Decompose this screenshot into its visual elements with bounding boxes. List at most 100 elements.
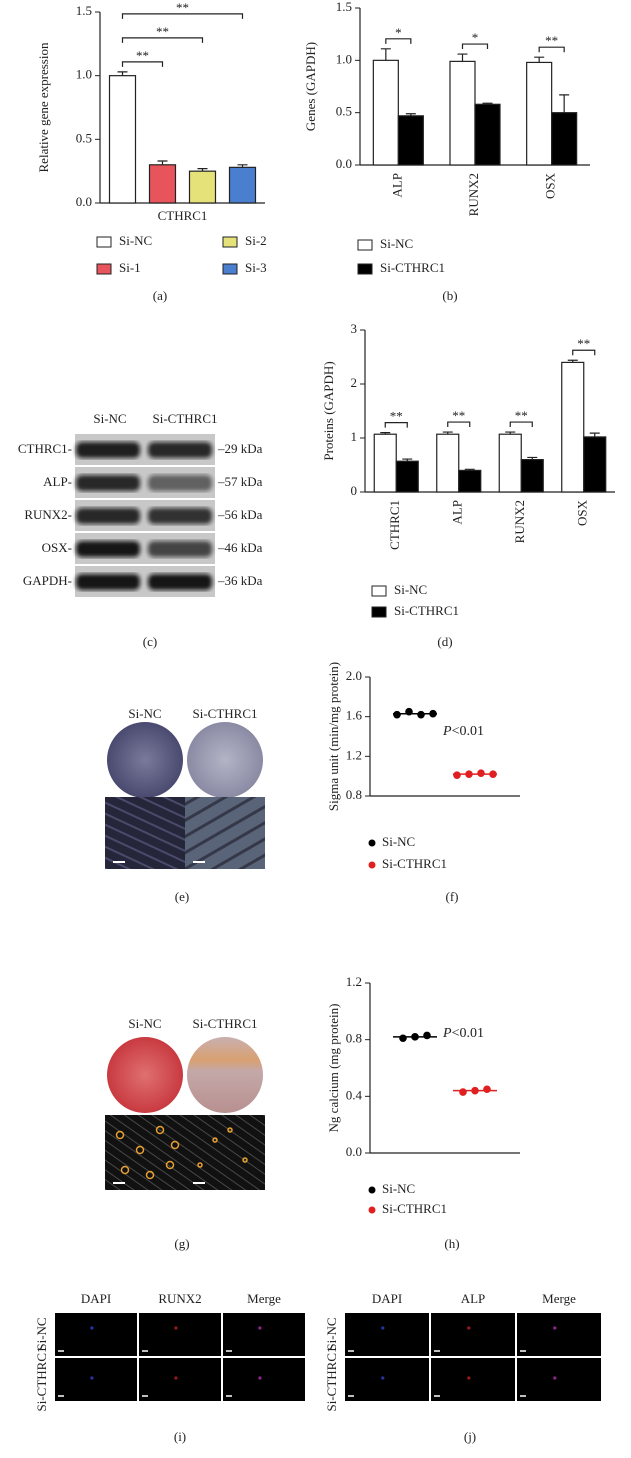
blot-band <box>76 574 140 590</box>
blot-size-label: –56 kDa <box>217 507 263 522</box>
panel-label: (d) <box>437 634 452 649</box>
channel-label: RUNX2 <box>158 1291 201 1306</box>
blot-column-label: Si-CTHRC1 <box>152 411 217 426</box>
fluorescence-image <box>431 1313 515 1356</box>
cell-signal <box>258 1376 262 1380</box>
staining-column-label: Si-NC <box>128 706 161 721</box>
p-value: P<0.01 <box>443 724 484 739</box>
legend-label: Si-NC <box>380 236 413 251</box>
y-tick-label: 0.5 <box>76 130 92 145</box>
x-tick-label: CTHRC1 <box>387 500 402 550</box>
blot-row-label: RUNX2- <box>24 507 72 522</box>
row-label: Si-NC <box>34 1317 49 1350</box>
panel-label: (g) <box>174 1236 189 1251</box>
blot-band <box>148 442 212 458</box>
fluorescence-image <box>223 1313 305 1356</box>
cell-signal <box>381 1376 385 1380</box>
bar <box>395 460 419 493</box>
staining-column-label: Si-NC <box>128 1016 161 1031</box>
y-tick-label: 0.0 <box>76 194 92 209</box>
data-point <box>423 1031 431 1040</box>
legend-label: Si-NC <box>119 233 152 248</box>
legend-swatch <box>371 606 387 618</box>
blot-band <box>76 541 140 557</box>
y-tick-label: 1.0 <box>76 67 92 82</box>
panel-label: (h) <box>444 1236 459 1251</box>
channel-label: Merge <box>542 1291 576 1306</box>
data-point <box>465 770 473 778</box>
significance-bracket <box>509 421 533 428</box>
significance-label: * <box>395 25 402 40</box>
y-axis-label: Genes (GAPDH) <box>303 42 318 131</box>
blot-size-label: –46 kDa <box>217 540 263 555</box>
legend-swatch <box>96 236 112 248</box>
blot-band <box>148 508 212 524</box>
cell-signal <box>90 1326 94 1330</box>
significance-label: ** <box>577 336 590 351</box>
y-tick-label: 0.5 <box>336 104 352 119</box>
calcium-nodule <box>135 1145 145 1155</box>
channel-label: DAPI <box>81 1291 111 1306</box>
bar <box>148 164 177 204</box>
row-label: Si-CTHRC1 <box>324 1346 339 1411</box>
y-tick-label: 2 <box>351 375 358 390</box>
fluorescence-image <box>139 1313 221 1356</box>
legend-swatch <box>371 585 387 597</box>
legend-label: Si-3 <box>245 260 267 275</box>
legend-swatch <box>368 1186 376 1194</box>
data-point <box>429 709 437 718</box>
blot-size-label: –29 kDa <box>217 441 263 456</box>
blot-band <box>76 442 140 458</box>
significance-bracket <box>121 61 164 67</box>
legend-label: Si-NC <box>382 834 415 849</box>
panel-label: (c) <box>143 634 157 649</box>
bar <box>458 469 482 493</box>
legend-label: Si-CTHRC1 <box>382 1201 447 1216</box>
cell-signal <box>553 1376 557 1380</box>
y-tick-label: 1 <box>351 429 358 444</box>
calcium-nodule <box>115 1130 125 1140</box>
bar <box>498 433 522 493</box>
y-axis-label: Ng calcium (mg protein) <box>326 1004 341 1133</box>
blot-band <box>148 541 212 557</box>
y-tick-label: 3 <box>351 321 358 336</box>
x-tick-label: RUNX2 <box>466 173 481 216</box>
bar <box>520 459 544 493</box>
bar <box>397 115 424 166</box>
panel-label: (b) <box>442 288 457 303</box>
significance-bracket <box>121 37 204 43</box>
data-point <box>489 770 497 778</box>
staining-column-label: Si-CTHRC1 <box>192 1016 257 1031</box>
bar <box>449 60 476 166</box>
significance-label: ** <box>390 409 403 424</box>
data-point <box>411 1033 419 1041</box>
error-bar <box>527 456 538 460</box>
y-axis-label: Sigma unit (min/mg protein) <box>326 662 341 811</box>
x-tick-label: OSX <box>575 499 590 526</box>
micrograph <box>185 797 265 869</box>
legend-swatch <box>357 263 373 275</box>
micrograph <box>105 1115 185 1190</box>
error-bar <box>534 56 545 63</box>
blot-size-label: –36 kDa <box>217 573 263 588</box>
blot-column-label: Si-NC <box>93 411 126 426</box>
legend-swatch <box>222 263 238 275</box>
bar <box>526 61 553 166</box>
error-bar <box>380 48 391 61</box>
bar <box>436 433 460 493</box>
x-tick-label: ALP <box>389 173 404 198</box>
blot-band <box>148 574 212 590</box>
y-tick-label: 0.0 <box>336 156 352 171</box>
channel-label: Merge <box>247 1291 281 1306</box>
data-point <box>483 1085 491 1094</box>
cell-signal <box>467 1326 471 1330</box>
cell-signal <box>90 1376 94 1380</box>
bar <box>372 59 399 166</box>
panel-label: (f) <box>446 889 459 904</box>
significance-label: ** <box>156 24 169 39</box>
y-tick-label: 1.5 <box>336 0 352 14</box>
stained-well <box>187 1037 263 1113</box>
significance-label: ** <box>176 0 189 15</box>
y-tick-label: 0 <box>351 483 358 498</box>
blot-row-label: CTHRC1- <box>18 441 72 456</box>
